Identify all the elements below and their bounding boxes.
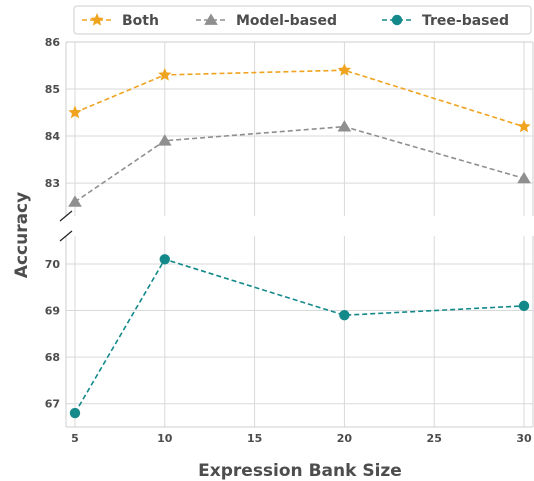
x-axis-label: Expression Bank Size	[198, 461, 402, 481]
series-layer	[68, 63, 531, 418]
y-tick-label: 67	[45, 398, 60, 411]
legend-label-tree-based: Tree-based	[422, 13, 509, 29]
x-tick-label: 20	[337, 432, 353, 445]
tree-based-series-line	[75, 259, 524, 413]
tree-based-point	[519, 301, 529, 311]
y-tick-label: 83	[45, 177, 60, 190]
y-tick-label: 70	[45, 258, 61, 271]
model-based-point	[68, 195, 82, 206]
tree-based-point	[339, 310, 349, 320]
y-tick-label: 86	[45, 36, 61, 49]
legend-label-model-based: Model-based	[236, 13, 337, 29]
x-tick-label: 30	[516, 432, 532, 445]
tree-based-point	[160, 254, 170, 264]
panel-frames	[60, 42, 533, 427]
tree-based-point	[70, 408, 80, 418]
x-tick-label: 15	[247, 432, 262, 445]
tick-labels: 83 84 85 86 67 68 69 70 5 10 15 20 25 30	[45, 36, 532, 445]
model-based-point	[517, 172, 531, 183]
y-tick-label: 85	[45, 83, 60, 96]
x-tick-label: 10	[157, 432, 173, 445]
model-based-point	[338, 120, 352, 131]
y-tick-label: 84	[45, 130, 61, 143]
x-tick-label: 25	[427, 432, 442, 445]
model-based-series-line	[75, 127, 524, 202]
legend: Both Model-based Tree-based	[74, 6, 531, 34]
grid-lines	[66, 42, 533, 427]
legend-marker-tree-based	[392, 15, 402, 25]
both-series-line	[75, 70, 524, 126]
y-tick-label: 69	[45, 305, 60, 318]
y-axis-label: Accuracy	[12, 192, 32, 278]
legend-label-both: Both	[122, 13, 159, 29]
y-tick-label: 68	[45, 351, 60, 364]
x-tick-label: 5	[71, 432, 79, 445]
